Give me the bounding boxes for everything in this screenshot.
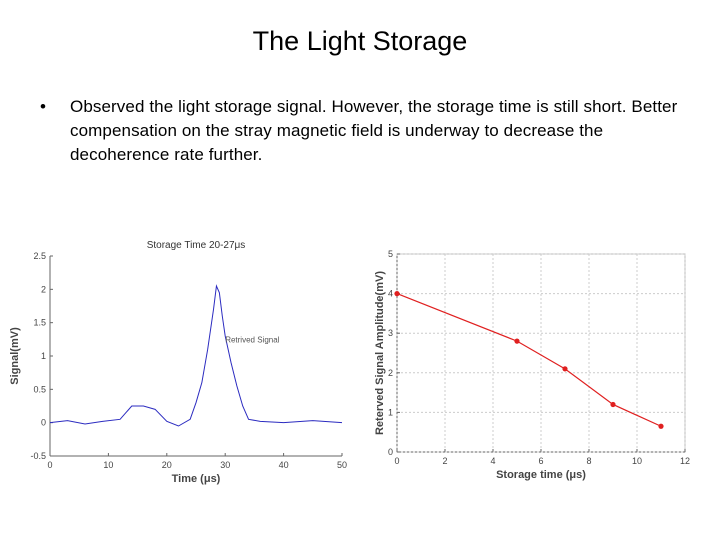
data-point	[394, 291, 400, 297]
y-tick-label: 1.5	[33, 318, 46, 328]
data-point	[658, 423, 664, 429]
x-tick-label: 10	[103, 460, 113, 470]
x-tick-label: 6	[538, 456, 543, 466]
x-tick-label: 30	[220, 460, 230, 470]
y-tick-label: 1	[41, 351, 46, 361]
x-axis-label: Time (μs)	[172, 473, 221, 485]
chart-annotation: Retrived Signal	[225, 336, 279, 345]
y-tick-label: 0.5	[33, 384, 46, 394]
x-tick-label: 0	[394, 456, 399, 466]
y-tick-label: 2	[388, 368, 393, 378]
x-tick-label: 10	[632, 456, 642, 466]
x-tick-label: 20	[162, 460, 172, 470]
series-line	[396, 293, 662, 427]
x-tick-label: 40	[279, 460, 289, 470]
y-tick-label: -0.5	[30, 451, 46, 461]
data-point	[562, 366, 568, 372]
y-tick-label: 3	[388, 328, 393, 338]
x-tick-label: 4	[490, 456, 495, 466]
y-tick-label: 0	[41, 418, 46, 428]
y-tick-label: 2.5	[33, 251, 46, 261]
chart-title: Storage Time 20-27μs	[147, 240, 246, 251]
bullet-text: Observed the light storage signal. Howev…	[70, 97, 678, 164]
y-tick-label: 4	[388, 289, 393, 299]
y-tick-label: 5	[388, 249, 393, 259]
data-point	[610, 401, 616, 408]
x-axis-label: Storage time (μs)	[496, 469, 586, 481]
data-point	[514, 338, 520, 344]
series-line	[49, 284, 343, 427]
x-tick-label: 8	[586, 456, 591, 466]
x-tick-label: 0	[47, 460, 52, 470]
y-tick-label: 1	[388, 407, 393, 417]
plot-frame	[50, 256, 342, 456]
y-axis-label: Signal(mV)	[9, 327, 21, 385]
x-tick-label: 2	[442, 456, 447, 466]
x-tick-label: 12	[680, 456, 690, 466]
x-tick-label: 50	[337, 460, 347, 470]
slide-title: The Light Storage	[252, 26, 468, 56]
y-tick-label: 0	[388, 447, 393, 457]
y-axis-label: Reterved Signal Amplitude(mV)	[374, 271, 386, 435]
y-tick-label: 2	[41, 284, 46, 294]
bullet-item: • Observed the light storage signal. How…	[40, 95, 680, 167]
bullet-dot: •	[40, 97, 46, 116]
